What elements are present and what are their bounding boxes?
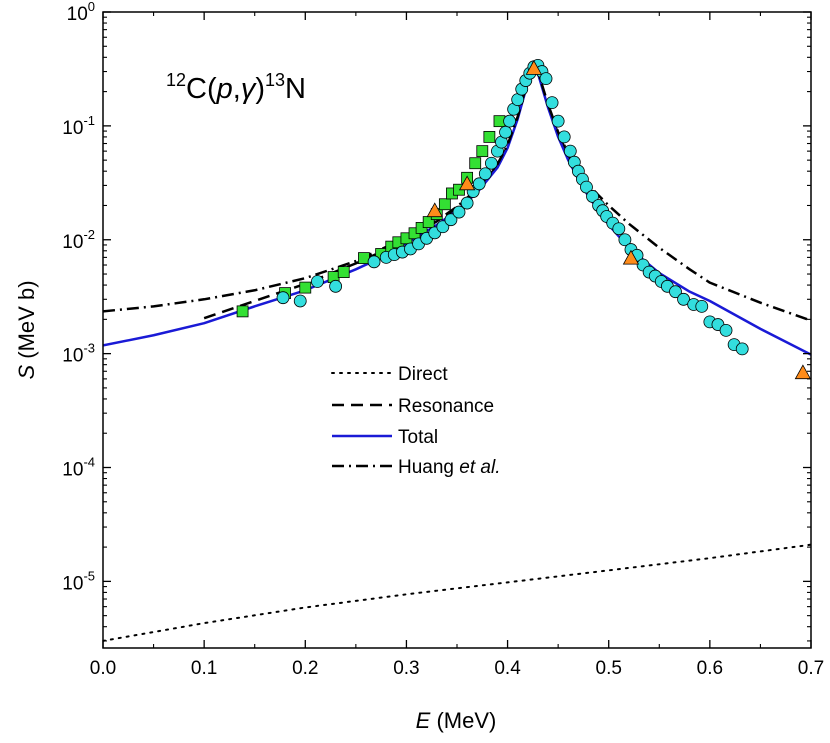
legend-label-resonance: Resonance: [398, 396, 494, 417]
data-point-circle: [557, 130, 571, 144]
x-axis-title: E (MeV): [416, 708, 497, 733]
data-point-circle: [472, 177, 486, 191]
y-tick-label: 10-3: [62, 341, 95, 367]
reaction-mass-b: 13: [265, 70, 285, 90]
legend-label-huang-plain: Huang: [398, 457, 459, 478]
y-tick-exponent: -3: [83, 341, 95, 356]
y-tick-exponent: 0: [88, 0, 95, 14]
y-tick-base: 10: [67, 4, 88, 25]
data-point-square: [236, 305, 249, 318]
y-tick-label: 10-5: [62, 568, 95, 594]
data-point-square: [438, 198, 451, 211]
x-tick-label: 0.5: [596, 658, 622, 679]
y-tick-exponent: -2: [83, 227, 95, 242]
data-point-circle: [539, 72, 553, 86]
y-tick-label: 10-2: [62, 227, 95, 253]
data-point-square: [476, 145, 489, 158]
series-line-resonance: [203, 68, 600, 320]
data-point-circle: [452, 205, 466, 219]
data-point-triangle: [426, 202, 443, 218]
legend-label-huang: Huang et al.: [398, 457, 500, 478]
reaction-comma: ,: [233, 73, 241, 105]
data-point-circle: [580, 180, 593, 194]
data-point-circle: [612, 222, 626, 236]
x-tick-label: 0.1: [191, 658, 217, 679]
plot-frame: [102, 11, 812, 649]
data-point-circle: [329, 279, 343, 293]
y-tick-exponent: -5: [83, 568, 95, 583]
axes-layer: 0.0 0.1 0.2 0.3 0.4 0.5 0.6 0.710-510-410-310-2…: [62, 0, 824, 679]
data-point-circle: [293, 294, 307, 308]
data-point-circle: [563, 144, 577, 158]
y-tick-base: 10: [62, 573, 83, 594]
data-point-circle: [586, 190, 599, 203]
data-point-circle: [311, 275, 324, 288]
data-point-circle: [677, 292, 690, 306]
data-point-circle: [367, 255, 381, 269]
data-point-circle: [719, 323, 733, 337]
data-point-circle: [551, 114, 565, 128]
data-point-square: [483, 131, 496, 143]
data-point-circle: [460, 196, 474, 210]
y-axis-unit: (MeV b): [14, 280, 39, 364]
series-line-direct: [103, 543, 811, 642]
markers-layer: [236, 58, 811, 380]
y-axis-symbol: S: [14, 365, 39, 380]
reaction-mass-a: 12: [166, 70, 186, 90]
x-tick-label: 0.2: [292, 658, 318, 679]
reaction-element-b: N: [285, 73, 306, 105]
data-point-triangle: [458, 175, 476, 191]
x-tick-label: 0.7: [798, 658, 824, 679]
x-tick-label: 0.4: [494, 658, 521, 679]
x-axis-symbol: E: [416, 708, 431, 733]
reaction-element-a: C(: [186, 73, 217, 105]
reaction-particle: p: [216, 73, 233, 105]
reaction-close: ): [255, 73, 265, 105]
x-tick-label: 0.6: [697, 658, 723, 679]
y-axis-title: S (MeV b): [14, 280, 39, 379]
reaction-gamma: γ: [241, 73, 257, 105]
y-tick-base: 10: [62, 460, 83, 481]
data-point-square: [469, 157, 482, 170]
data-point-square: [299, 281, 312, 294]
legend-label-huang-italic: et al.: [459, 457, 500, 478]
data-point-circle: [735, 342, 749, 356]
y-tick-exponent: -1: [83, 113, 95, 128]
x-tick-label: 0.3: [393, 658, 419, 679]
data-point-circle: [545, 96, 559, 110]
legend-label-direct: Direct: [398, 364, 448, 385]
curves-layer: [103, 68, 811, 642]
y-tick-base: 10: [62, 118, 83, 139]
reaction-label: 12C(p,γ)13N: [166, 70, 306, 105]
data-point-circle: [436, 220, 450, 234]
data-point-circle: [618, 233, 632, 247]
data-point-circle: [484, 156, 498, 170]
data-point-triangle: [525, 60, 543, 75]
data-point-triangle: [622, 249, 640, 265]
data-point-circle: [669, 285, 682, 299]
data-point-circle: [499, 125, 512, 139]
data-point-circle: [444, 213, 458, 227]
data-point-triangle: [794, 364, 811, 380]
y-tick-exponent: -4: [83, 455, 95, 470]
legend: Direct Resonance Total Huang et al.: [331, 364, 500, 478]
data-point-circle: [695, 299, 709, 313]
x-axis-unit: (MeV): [430, 708, 496, 733]
data-point-circle: [276, 291, 290, 305]
x-tick-label: 0.0: [90, 658, 116, 679]
y-tick-base: 10: [62, 346, 83, 367]
y-tick-label: 10-4: [62, 455, 95, 481]
y-tick-label: 100: [67, 0, 95, 25]
data-point-square: [337, 266, 350, 278]
y-tick-base: 10: [62, 232, 83, 253]
legend-label-total: Total: [398, 427, 438, 448]
y-tick-label: 10-1: [62, 113, 95, 139]
data-point-circle: [503, 114, 516, 128]
data-point-circle: [478, 167, 492, 181]
